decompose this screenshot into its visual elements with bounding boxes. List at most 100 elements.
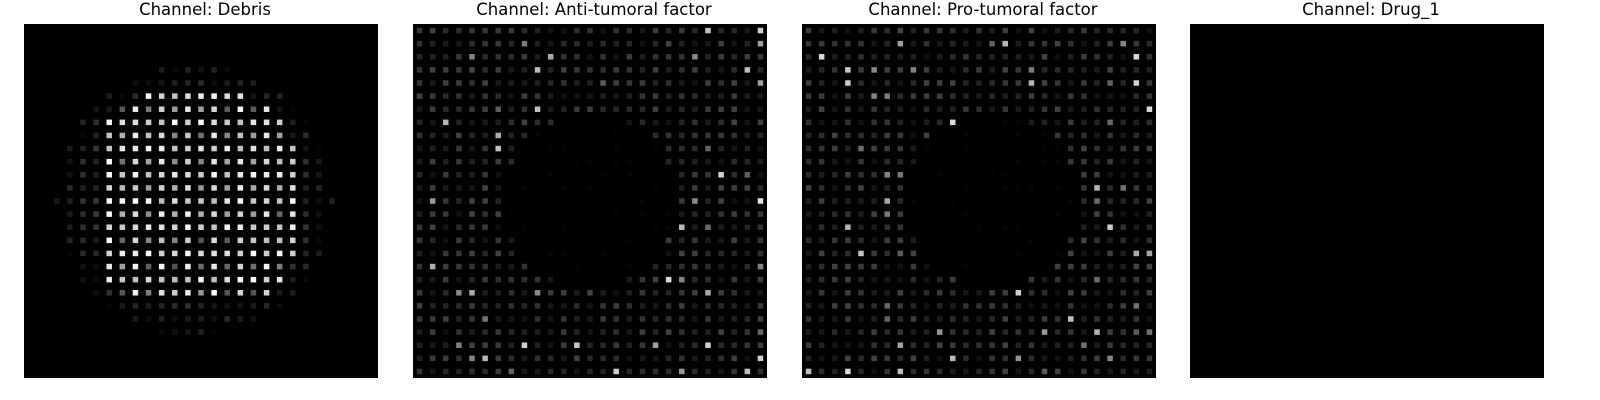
heatmap-cell [1120, 158, 1126, 165]
heatmap-cell [705, 132, 711, 139]
heatmap-cell [600, 250, 606, 257]
heatmap-cell [963, 132, 969, 139]
heatmap-cell [858, 40, 864, 47]
heatmap-cell [316, 158, 322, 165]
heatmap-cell [731, 40, 737, 47]
heatmap-cell [1068, 368, 1074, 375]
heatmap-cell [871, 316, 877, 322]
heatmap-cell [1120, 40, 1126, 47]
heatmap-cell [1107, 67, 1113, 73]
heatmap-cell [534, 54, 541, 60]
heatmap-cell [495, 316, 501, 322]
heatmap-cell [276, 106, 283, 112]
heatmap-cell [534, 40, 541, 47]
heatmap-cell [482, 355, 488, 362]
heatmap-cell [574, 316, 580, 322]
heatmap-cell [757, 250, 764, 257]
heatmap-cell [263, 276, 270, 283]
heatmap-cell [172, 276, 178, 283]
heatmap-cell [482, 276, 488, 283]
heatmap-cell [237, 198, 244, 204]
heatmap-cell [290, 250, 296, 257]
heatmap-cell [1054, 329, 1061, 335]
heatmap-cell [858, 276, 864, 283]
heatmap-cell [158, 172, 165, 178]
heatmap-cell [679, 119, 685, 126]
heatmap-cell [963, 290, 969, 296]
heatmap-cell [172, 93, 178, 99]
heatmap-cell [574, 67, 580, 73]
heatmap-cell [626, 276, 633, 283]
heatmap-cell [521, 54, 528, 60]
heatmap-cell [845, 27, 851, 34]
heatmap-cell [119, 106, 126, 112]
heatmap-cell [119, 263, 126, 270]
heatmap-cell [93, 198, 99, 204]
heatmap-cell [923, 303, 930, 309]
heatmap-cell [639, 316, 646, 322]
heatmap-cell [508, 54, 515, 60]
heatmap-cell [1094, 355, 1100, 362]
heatmap-cell [132, 145, 139, 152]
heatmap-cell [250, 158, 257, 165]
heatmap-cell [172, 67, 178, 73]
heatmap-cell [613, 303, 619, 309]
heatmap-cell [976, 303, 982, 309]
heatmap-cell [950, 132, 956, 139]
heatmap-cell [290, 145, 296, 152]
heatmap-cell [963, 27, 969, 34]
heatmap-cell [132, 316, 139, 322]
heatmap-cell [185, 132, 191, 139]
heatmap-cell [884, 93, 890, 99]
heatmap-cell [805, 290, 812, 296]
heatmap-cell [224, 224, 230, 230]
heatmap-cell [80, 198, 86, 204]
heatmap-cell [211, 80, 217, 86]
heatmap-cell [561, 368, 567, 375]
heatmap-cell [1094, 237, 1100, 244]
heatmap-cell [858, 172, 864, 178]
heatmap-cell [897, 198, 904, 204]
heatmap-cell [1146, 355, 1153, 362]
heatmap-cell [1054, 342, 1061, 348]
heatmap-cell [884, 316, 890, 322]
heatmap-cell [469, 198, 475, 204]
heatmap-cell [692, 67, 698, 73]
heatmap-cell [692, 93, 698, 99]
heatmap-cell [718, 80, 724, 86]
heatmap-cell [976, 355, 982, 362]
heatmap-cell [652, 316, 659, 322]
heatmap-cell [910, 119, 917, 126]
heatmap-cell [731, 263, 737, 270]
heatmap-cell [923, 145, 930, 152]
heatmap-cell [910, 40, 917, 47]
heatmap-cell [884, 158, 890, 165]
heatmap-cell [731, 132, 737, 139]
heatmap-cell [106, 198, 112, 204]
heatmap-cell [705, 342, 711, 348]
heatmap-cell [172, 132, 178, 139]
heatmap-cell [818, 303, 825, 309]
heatmap-cell [224, 93, 230, 99]
heatmap-cell [871, 237, 877, 244]
heatmap-cell [237, 316, 244, 322]
heatmap-cell [106, 237, 112, 244]
heatmap-cell [561, 93, 567, 99]
heatmap-cell [119, 250, 126, 257]
heatmap-cell [495, 132, 501, 139]
heatmap-cell [936, 368, 943, 375]
heatmap-cell [923, 263, 930, 270]
heatmap-cell [950, 368, 956, 375]
heatmap-cell [665, 40, 672, 47]
heatmap-cell [158, 224, 165, 230]
heatmap-cell [639, 67, 646, 73]
heatmap-cell [731, 250, 737, 257]
heatmap-cell [858, 185, 864, 191]
heatmap-cell [1107, 276, 1113, 283]
heatmap-cell [652, 355, 659, 362]
heatmap-cell [198, 276, 204, 283]
heatmap-cell [963, 303, 969, 309]
heatmap-cell [456, 290, 462, 296]
heatmap-cell [443, 276, 449, 283]
heatmap-cell [276, 263, 283, 270]
